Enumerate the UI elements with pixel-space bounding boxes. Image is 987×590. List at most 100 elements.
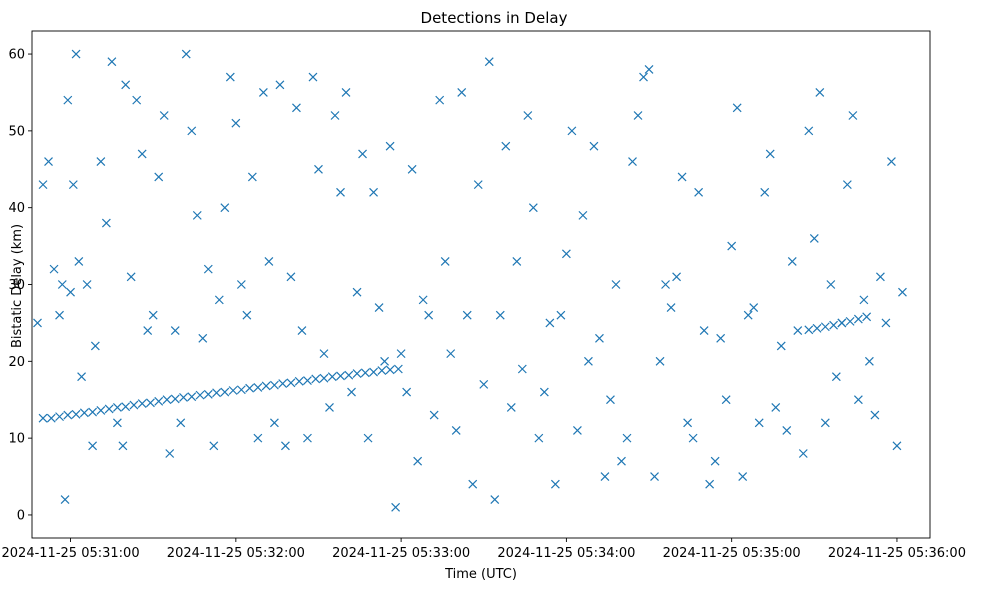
data-point — [385, 365, 395, 375]
data-point — [633, 111, 643, 120]
data-point — [391, 502, 401, 512]
data-point — [88, 441, 98, 451]
data-point — [159, 111, 169, 120]
data-point — [269, 380, 279, 390]
data-point — [264, 257, 274, 266]
data-point — [655, 356, 665, 366]
data-point — [82, 280, 92, 289]
data-point — [644, 64, 654, 74]
data-point — [96, 157, 106, 167]
data-point — [523, 111, 533, 120]
y-axis-label: Bistatic Delay (km) — [10, 224, 25, 348]
data-point — [179, 392, 188, 402]
data-point — [528, 203, 538, 213]
data-point — [214, 295, 224, 305]
y-tick-label: 10 — [8, 432, 25, 447]
data-point — [369, 187, 378, 197]
data-point — [479, 379, 489, 389]
data-point — [297, 326, 307, 336]
data-point — [363, 433, 373, 443]
data-point — [327, 372, 337, 382]
data-point — [292, 103, 301, 113]
data-point — [57, 280, 67, 289]
data-point — [457, 88, 467, 97]
y-tick-label: 30 — [8, 278, 25, 293]
data-point — [181, 49, 191, 59]
data-point — [446, 349, 456, 359]
data-point — [129, 400, 139, 410]
data-point — [462, 310, 472, 320]
data-point — [853, 395, 863, 405]
x-tick-label: 2024-11-25 05:34:00 — [497, 546, 635, 561]
data-point — [319, 349, 329, 359]
data-point — [236, 280, 246, 289]
data-point — [743, 310, 753, 320]
data-point — [60, 495, 70, 505]
data-point — [162, 395, 172, 405]
data-point — [716, 333, 726, 343]
data-point — [705, 479, 715, 489]
data-point — [804, 325, 814, 335]
data-point — [192, 210, 202, 220]
data-point — [831, 372, 841, 382]
data-point — [771, 402, 781, 412]
data-point — [137, 149, 147, 159]
data-point — [314, 164, 323, 174]
data-point — [286, 378, 296, 388]
data-point — [776, 341, 786, 351]
y-tick-label: 40 — [8, 201, 25, 216]
data-point — [617, 456, 626, 466]
data-point — [374, 303, 384, 312]
data-point — [358, 149, 367, 159]
data-point — [118, 441, 128, 451]
data-point — [258, 88, 268, 97]
data-point — [112, 402, 122, 412]
data-point — [699, 326, 709, 336]
data-point — [606, 395, 615, 405]
data-point — [812, 323, 822, 333]
data-point — [864, 356, 874, 366]
data-point — [787, 257, 797, 266]
data-point — [556, 310, 566, 320]
data-point — [413, 456, 423, 466]
data-point — [360, 368, 370, 378]
data-point — [55, 310, 64, 320]
data-point — [66, 287, 75, 297]
data-point — [148, 310, 158, 320]
data-point — [380, 356, 390, 366]
x-tick-label: 2024-11-25 05:31:00 — [2, 546, 140, 561]
data-point — [677, 172, 687, 182]
data-point — [826, 280, 836, 289]
data-point — [424, 310, 434, 320]
data-point — [336, 187, 345, 197]
data-point — [407, 164, 417, 174]
data-point — [46, 413, 56, 423]
data-point — [550, 479, 560, 489]
data-point — [672, 272, 682, 282]
data-point — [859, 295, 869, 305]
data-point — [74, 257, 84, 266]
data-point — [440, 257, 450, 266]
data-point — [584, 356, 593, 366]
data-point — [228, 386, 238, 395]
data-point — [710, 456, 720, 466]
series-target-track-A — [38, 364, 403, 423]
data-point — [820, 322, 830, 332]
data-point — [154, 396, 164, 406]
data-point — [242, 310, 252, 320]
data-point — [468, 479, 478, 489]
data-point — [845, 316, 855, 326]
chart-title: Detections in Delay — [421, 9, 568, 27]
data-point — [137, 399, 147, 408]
data-point — [611, 280, 621, 289]
data-point — [694, 187, 704, 197]
data-point — [539, 387, 549, 397]
data-point — [126, 272, 136, 282]
data-point — [512, 257, 522, 266]
data-point — [132, 95, 142, 105]
data-point — [727, 241, 737, 251]
data-point — [561, 249, 571, 259]
data-point — [688, 433, 698, 443]
data-point — [77, 372, 87, 382]
data-point — [143, 326, 153, 336]
